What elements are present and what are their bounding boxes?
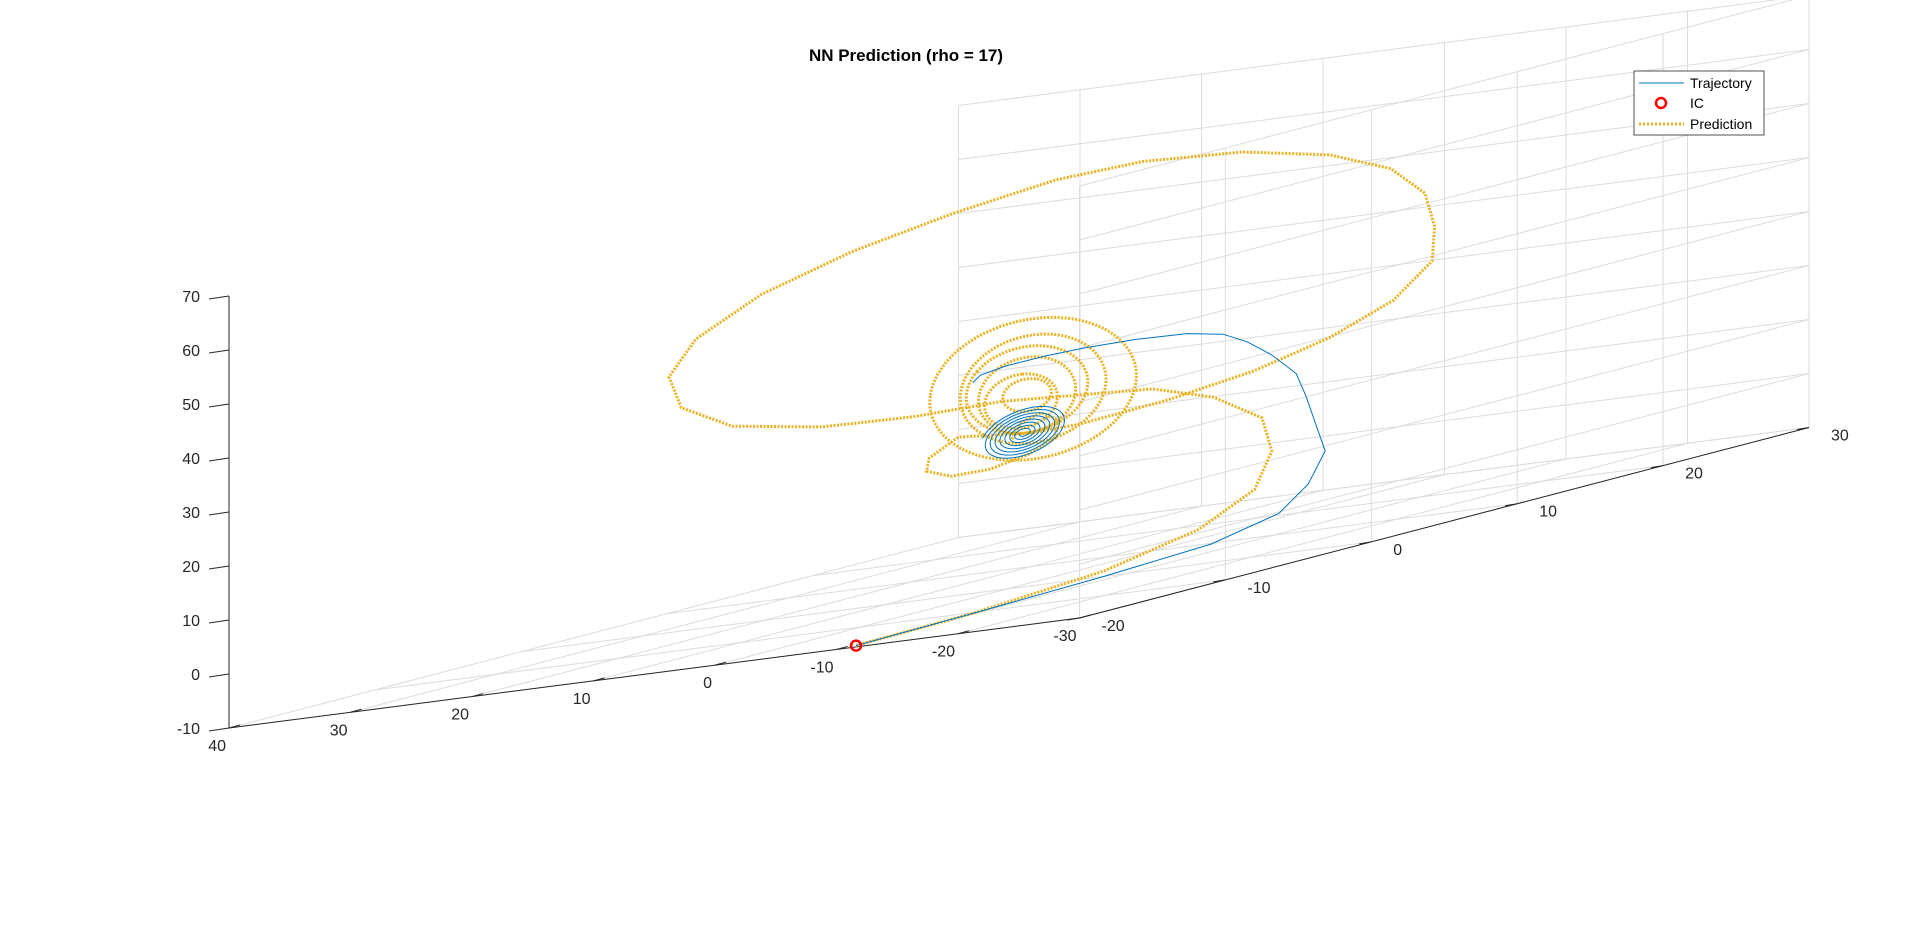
y-tick-mark [1067,617,1080,621]
legend-swatch-ic [1654,96,1668,110]
series-prediction-loop-0 [958,332,1108,446]
x-tick-label: 0 [703,675,712,692]
x-tick-label: -20 [932,644,955,661]
x-tick-label: 40 [208,738,226,755]
z-tick-label: 60 [182,343,200,360]
grid-line-wall-z2 [958,373,1810,484]
grid-line-wall-z2 [958,157,1810,268]
z-tick-mark [208,673,230,678]
z-tick-mark [208,457,230,462]
grid-line-floor-y [812,465,1664,577]
y-tick-mark [1213,579,1226,583]
grid-line-floor-x [593,489,1324,682]
grid-line-floor-x [228,537,959,729]
y-tick-mark [1359,541,1372,545]
y-tick-label: 0 [1393,542,1402,559]
y-tick-label: -20 [1102,618,1125,635]
z-tick-mark [208,295,230,300]
x-tick-label: 20 [451,707,469,724]
x-tick-label: 10 [573,691,591,708]
x-tick-mark [714,661,727,666]
grid-line-floor-x [350,521,1081,713]
series-prediction-loop-1 [964,344,1090,436]
chart-title: NN Prediction (rho = 17) [809,46,1003,65]
z-tick-label: -10 [177,721,200,738]
z-tick-label: 50 [182,397,200,414]
z-tick-label: 40 [182,451,200,468]
series-prediction-path [667,150,1437,648]
z-tick-mark [208,403,230,408]
grid-line-wall-z2 [958,49,1810,160]
legend[interactable]: Trajectory IC Prediction [1633,70,1765,136]
x-tick-label: -10 [810,659,833,676]
plot-area [667,150,1437,652]
series-prediction-loop-4 [928,315,1138,462]
x-tick-mark [350,708,362,713]
z-tick-mark [208,727,230,732]
z-tick-mark [208,349,230,354]
grid-line-wall-z2 [958,211,1810,322]
y-tick-label: 10 [1539,504,1557,521]
grid-line-floor-y [666,503,1518,615]
grid-line-floor-y [374,579,1226,691]
y-axis-line [1079,427,1810,619]
grid-line-wall-z2 [958,265,1810,376]
x-tick-mark [228,724,241,729]
y-tick-label: -10 [1247,580,1270,597]
x-tick-label: 30 [330,722,348,739]
y-tick-label: 20 [1685,466,1703,483]
z-tick-label: 70 [182,289,200,306]
z-tick-mark [208,619,230,624]
y-tick-label: 30 [1831,428,1849,445]
legend-label-prediction: Prediction [1690,116,1752,132]
z-tick-label: 0 [191,667,200,684]
z-tick-label: 20 [182,559,200,576]
x-tick-mark [957,630,970,635]
grid-line-floor-y [520,541,1372,653]
tick-labels: 40 30 20 10 0 -10 -20 -30 -20 -10 0 10 20 30 -10 0 10 20 3… [177,289,1849,755]
x-tick-mark [471,693,484,698]
y-tick-mark [1651,465,1664,469]
y-tick-mark [1796,427,1810,431]
legend-label-ic: IC [1690,95,1704,111]
y-tick-mark [1505,503,1518,507]
x-tick-label: -30 [1053,628,1076,645]
x-axis-line [228,617,1080,729]
series-trajectory-spiral [981,405,1066,459]
ic-marker [849,639,863,652]
x-tick-mark [836,645,848,650]
grid-line-wall-z2 [958,0,1779,106]
series-trajectory-path [855,333,1326,647]
grid-line-wall-z2 [958,427,1810,538]
z-tick-label: 10 [182,613,200,630]
z-tick-mark [208,565,230,570]
legend-label-trajectory: Trajectory [1690,75,1752,91]
x-tick-mark [593,677,605,682]
z-tick-label: 30 [182,505,200,522]
z-tick-mark [208,511,230,516]
x-tick-mark [1079,614,1091,619]
grid-line-wall-z2 [958,319,1810,430]
series-prediction-loop-2 [976,355,1078,435]
